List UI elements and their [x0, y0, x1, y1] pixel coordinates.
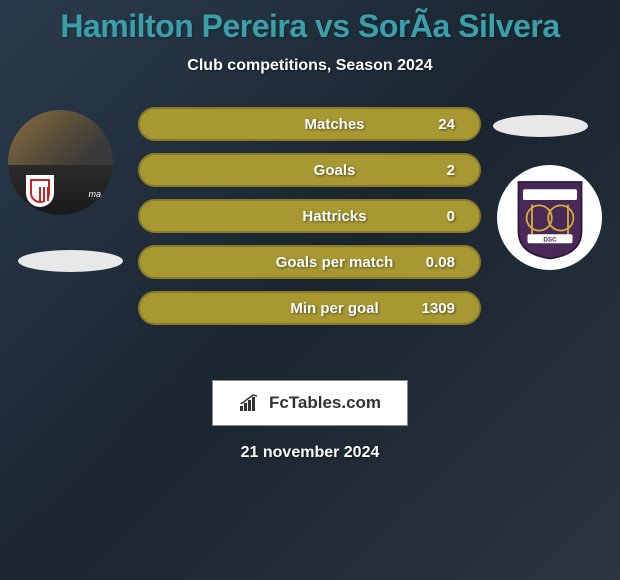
player-left: ma [8, 110, 113, 215]
stat-label: Goals per match [164, 254, 405, 271]
ellipse-left [18, 250, 123, 272]
bar-chart-icon [239, 394, 261, 412]
stat-label: Min per goal [164, 300, 405, 317]
player-right: DSC [497, 165, 602, 270]
subtitle: Club competitions, Season 2024 [0, 57, 620, 75]
svg-text:DSC: DSC [543, 236, 557, 243]
stat-value: 0 [405, 208, 455, 225]
stat-value: 2 [405, 162, 455, 179]
club-logo-icon: DSC [505, 173, 595, 263]
comparison-area: ma Matches 24 Goals 2 Hattricks 0 Goals … [0, 115, 620, 355]
jersey-badge-inner [30, 179, 50, 203]
ellipse-right [493, 115, 588, 137]
stat-row-min-per-goal: Min per goal 1309 [138, 291, 481, 325]
player-right-avatar: DSC [497, 165, 602, 270]
brand-box[interactable]: FcTables.com [212, 380, 408, 426]
jersey-stripes-icon [39, 187, 49, 201]
stat-value: 1309 [405, 300, 455, 317]
stat-row-matches: Matches 24 [138, 107, 481, 141]
jersey-badge [26, 175, 54, 207]
brand-text: FcTables.com [269, 393, 381, 413]
stat-label: Hattricks [164, 208, 405, 225]
page-title: Hamilton Pereira vs SorÃ­a Silvera [0, 8, 620, 45]
stat-label: Matches [164, 116, 405, 133]
stats-column: Matches 24 Goals 2 Hattricks 0 Goals per… [138, 107, 481, 337]
player-left-avatar: ma [8, 110, 113, 215]
stat-value: 24 [405, 116, 455, 133]
jersey-detail: ma [8, 165, 113, 215]
main-container: Hamilton Pereira vs SorÃ­a Silvera Club … [0, 0, 620, 462]
stat-value: 0.08 [405, 254, 455, 271]
stat-row-hattricks: Hattricks 0 [138, 199, 481, 233]
stat-row-goals-per-match: Goals per match 0.08 [138, 245, 481, 279]
date-text: 21 november 2024 [0, 444, 620, 462]
jersey-brand-icon: ma [88, 189, 101, 199]
stat-label: Goals [164, 162, 405, 179]
footer-section: FcTables.com 21 november 2024 [0, 380, 620, 462]
stat-row-goals: Goals 2 [138, 153, 481, 187]
brand-content: FcTables.com [239, 393, 381, 413]
